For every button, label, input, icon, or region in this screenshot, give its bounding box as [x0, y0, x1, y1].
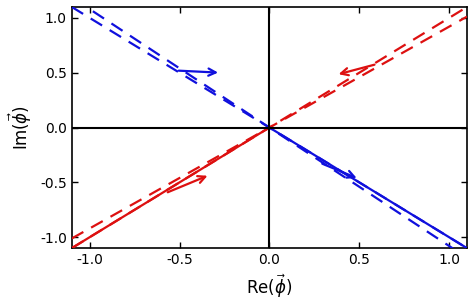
X-axis label: $\mathrm{Re}(\vec{\phi})$: $\mathrm{Re}(\vec{\phi})$	[246, 273, 292, 300]
Y-axis label: $\mathrm{Im}(\vec{\phi})$: $\mathrm{Im}(\vec{\phi})$	[7, 105, 35, 150]
